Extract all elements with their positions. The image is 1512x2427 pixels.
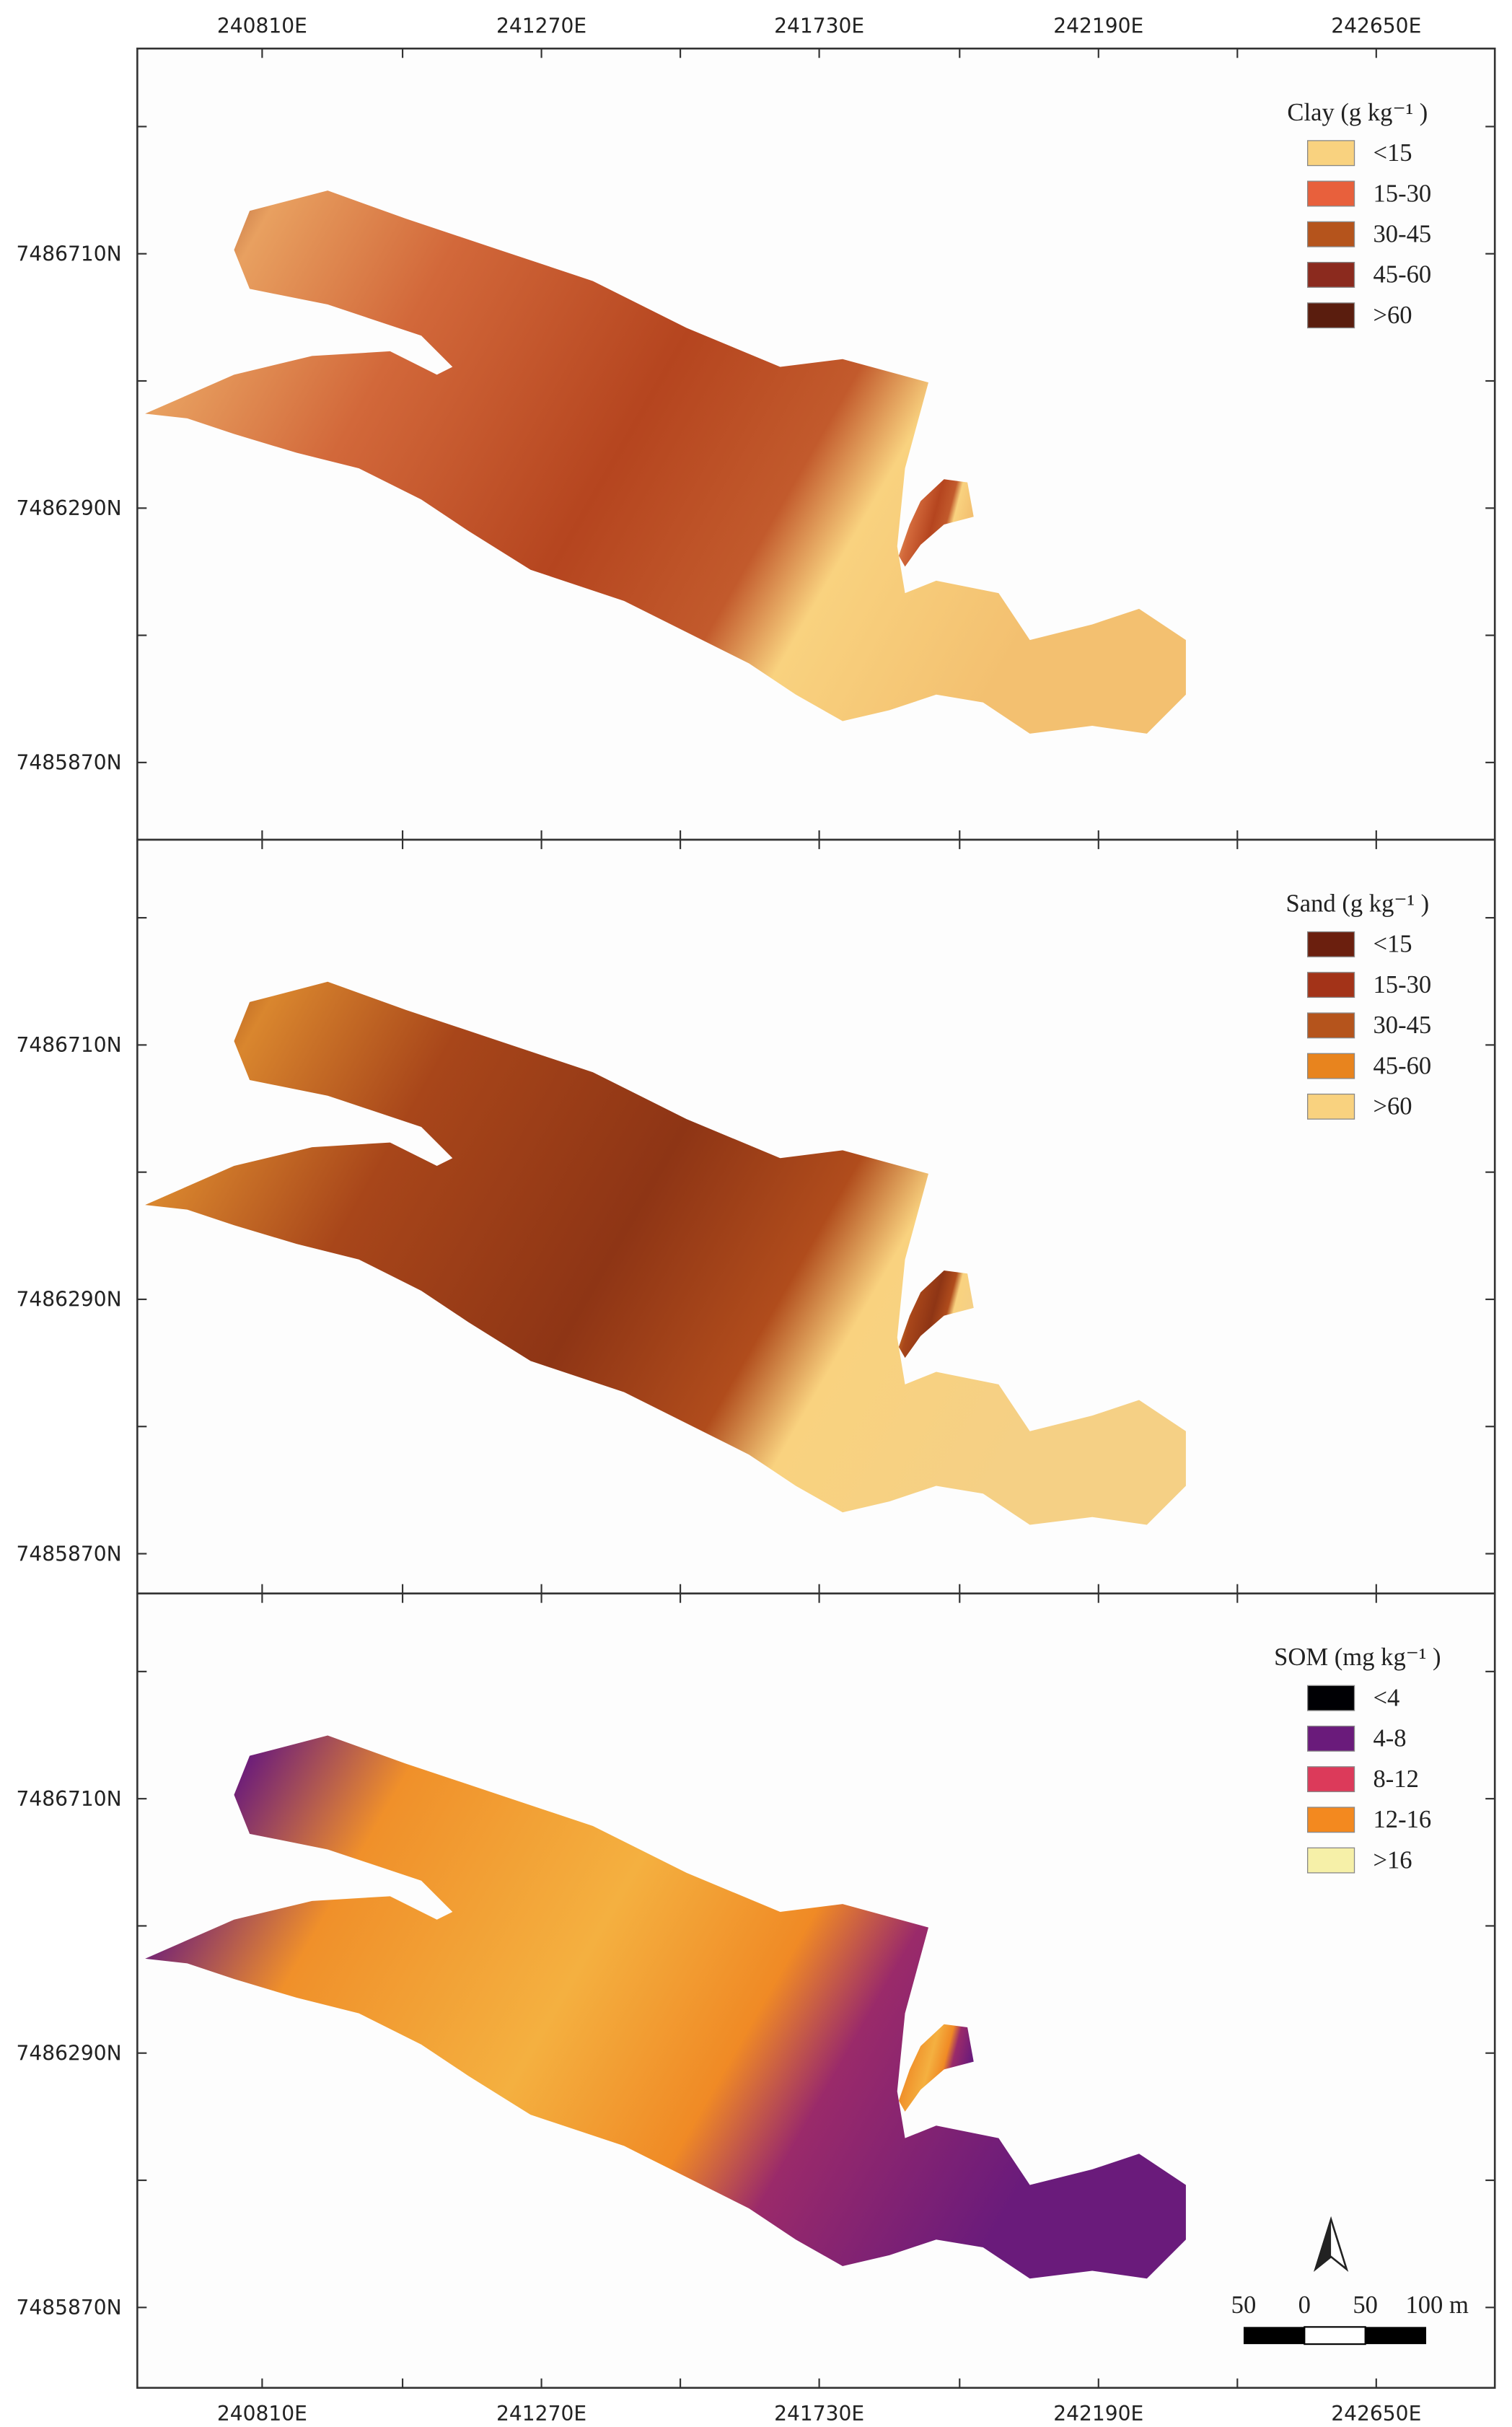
legend-label: 15-30 (1373, 180, 1431, 207)
y-tick-label: 7485870N (16, 1542, 121, 1566)
legend-label: 12-16 (1373, 1806, 1431, 1833)
legend-label: 15-30 (1373, 971, 1431, 999)
legend-swatch (1306, 1685, 1355, 1711)
y-tick-label: 7486710N (16, 242, 121, 265)
legend-swatch (1306, 1093, 1355, 1120)
legend-title: Sand (g kg⁻¹ ) (1286, 890, 1430, 917)
legend-label: >60 (1373, 1093, 1412, 1120)
x-tick-label: 240810E (217, 2402, 307, 2426)
legend-label: <4 (1373, 1684, 1399, 1711)
legend-swatch (1306, 261, 1355, 288)
y-tick-label: 7486710N (16, 1787, 121, 1811)
legend-label: 8-12 (1373, 1765, 1418, 1793)
panels: 7486710N 7486290N 7485870N Clay (g kg⁻¹ ) <1… (16, 14, 1496, 2426)
scale-label: 50 (1231, 2291, 1257, 2319)
legend-label: 45-60 (1373, 1052, 1431, 1079)
x-tick-label: 242650E (1331, 14, 1421, 38)
north-arrow (1313, 2216, 1349, 2272)
legend-swatch (1306, 931, 1355, 957)
legend-label: 30-45 (1373, 220, 1431, 247)
x-tick-label: 242190E (1053, 14, 1143, 38)
legend-swatch (1306, 1847, 1355, 1874)
y-tick-label: 7485870N (16, 751, 121, 775)
x-tick-label: 241730E (774, 14, 864, 38)
legend-swatch (1306, 1012, 1355, 1039)
y-tick-label: 7486290N (16, 1288, 121, 1312)
legend-label: >16 (1373, 1846, 1412, 1874)
legend-swatch (1306, 221, 1355, 247)
map-panel: 7486710N 7486290N 7485870N Sand (g kg⁻¹ ) <1… (16, 838, 1496, 1595)
legend-title: SOM (mg kg⁻¹ ) (1274, 1643, 1441, 1671)
legend-swatch (1306, 1725, 1355, 1752)
legend-swatch (1306, 180, 1355, 207)
scale-label: 0 (1298, 2291, 1311, 2319)
x-tick-label: 241270E (496, 2402, 586, 2426)
legend-title: Clay (g kg⁻¹ ) (1287, 99, 1428, 126)
map-panel: 7486710N 7486290N 7485870N Clay (g kg⁻¹ ) <1… (16, 47, 1496, 841)
y-tick-label: 7486710N (16, 1033, 121, 1057)
scale-label: 50 (1353, 2291, 1378, 2319)
scale-label: 100 m (1405, 2291, 1469, 2319)
scale-bar (1243, 2326, 1427, 2345)
legend-label: >60 (1373, 302, 1412, 329)
map-panel: 7486710N 7486290N 7485870N SOM (mg kg⁻¹ ) <4… (16, 1592, 1496, 2389)
x-tick-label: 242190E (1053, 2402, 1143, 2426)
legend-swatch (1306, 302, 1355, 329)
legend-label: <15 (1373, 931, 1412, 958)
x-tick-label: 241270E (496, 14, 586, 38)
y-tick-label: 7486290N (16, 2041, 121, 2065)
x-tick-label: 240810E (217, 14, 307, 38)
legend-label: 4-8 (1373, 1725, 1406, 1752)
x-tick-label: 241730E (774, 2402, 864, 2426)
legend-label: 30-45 (1373, 1011, 1431, 1039)
legend-label: <15 (1373, 139, 1412, 167)
y-tick-label: 7485870N (16, 2296, 121, 2320)
legend-swatch (1306, 1807, 1355, 1833)
legend-swatch (1306, 1053, 1355, 1079)
legend-swatch (1306, 972, 1355, 999)
legend-swatch (1306, 140, 1355, 167)
legend-label: 45-60 (1373, 261, 1431, 289)
y-tick-label: 7486290N (16, 496, 121, 520)
x-tick-label: 242650E (1331, 2402, 1421, 2426)
legend-swatch (1306, 1766, 1355, 1793)
